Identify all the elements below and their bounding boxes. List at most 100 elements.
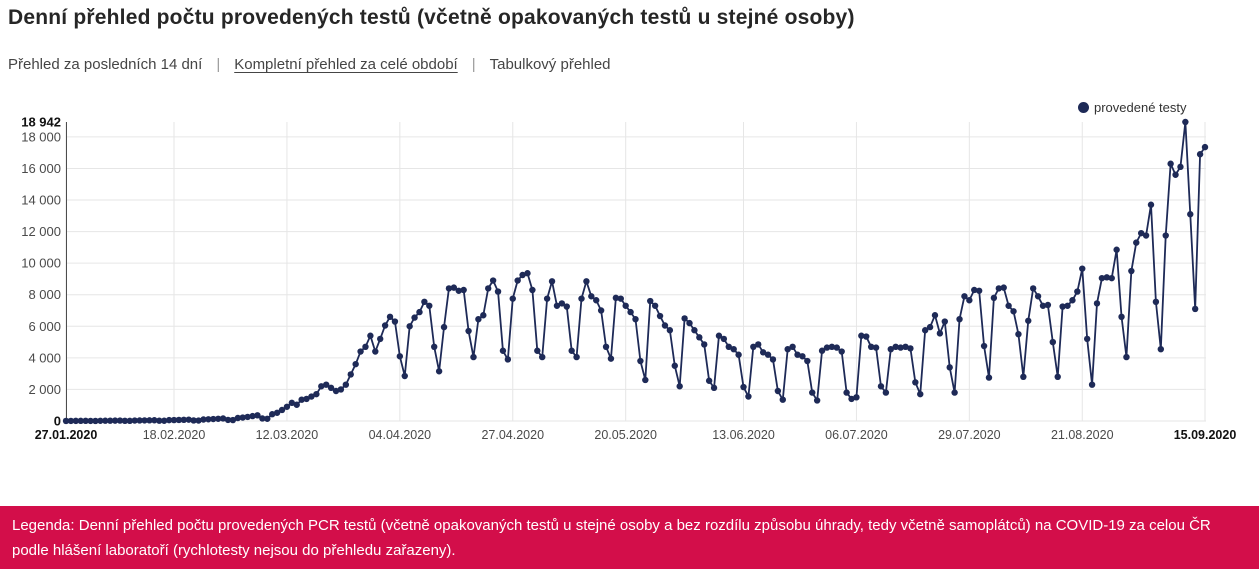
data-point[interactable] — [764, 351, 772, 358]
data-point[interactable] — [710, 384, 718, 392]
data-point[interactable] — [1118, 313, 1125, 321]
data-point[interactable] — [951, 389, 958, 396]
data-point[interactable] — [1157, 345, 1165, 353]
data-point[interactable] — [298, 396, 305, 403]
data-point[interactable] — [612, 294, 620, 302]
data-point[interactable] — [931, 312, 939, 319]
data-point[interactable] — [1039, 302, 1047, 309]
data-point[interactable] — [946, 364, 953, 371]
data-point[interactable] — [97, 417, 104, 424]
data-point[interactable] — [386, 313, 394, 321]
data-point[interactable] — [435, 368, 443, 375]
data-point[interactable] — [1167, 160, 1174, 167]
data-point[interactable] — [784, 345, 791, 353]
data-point[interactable] — [377, 335, 384, 343]
data-point[interactable] — [548, 278, 556, 285]
data-point[interactable] — [745, 393, 752, 400]
data-point[interactable] — [1093, 300, 1101, 307]
data-point[interactable] — [863, 333, 870, 340]
data-point[interactable] — [224, 416, 232, 424]
data-point[interactable] — [308, 393, 315, 400]
data-point[interactable] — [485, 285, 492, 292]
data-point[interactable] — [730, 345, 737, 353]
data-point[interactable] — [1147, 201, 1155, 208]
data-point[interactable] — [1191, 305, 1199, 313]
data-point[interactable] — [553, 302, 561, 309]
data-point[interactable] — [475, 315, 482, 323]
data-point[interactable] — [367, 332, 374, 339]
data-point[interactable] — [725, 343, 732, 351]
data-point[interactable] — [151, 417, 158, 424]
data-point[interactable] — [126, 417, 134, 425]
data-point[interactable] — [62, 417, 70, 425]
data-point[interactable] — [156, 417, 163, 424]
data-point[interactable] — [254, 412, 261, 419]
data-point[interactable] — [774, 387, 782, 395]
data-point[interactable] — [622, 302, 629, 309]
data-point[interactable] — [323, 381, 330, 388]
data-point[interactable] — [268, 411, 276, 418]
data-point[interactable] — [818, 347, 826, 354]
data-point[interactable] — [813, 397, 821, 404]
data-point[interactable] — [1034, 293, 1042, 300]
data-point[interactable] — [715, 332, 723, 339]
data-point[interactable] — [701, 341, 708, 348]
data-point[interactable] — [926, 323, 934, 331]
data-point[interactable] — [170, 416, 178, 424]
nav-link-last-14-days[interactable]: Přehled za posledních 14 dní — [8, 56, 203, 73]
data-point[interactable] — [82, 417, 89, 425]
data-point[interactable] — [372, 348, 379, 355]
data-point[interactable] — [578, 295, 585, 302]
data-point[interactable] — [917, 390, 924, 398]
data-point[interactable] — [524, 270, 531, 277]
data-point[interactable] — [421, 298, 428, 306]
data-point[interactable] — [671, 362, 678, 369]
data-point[interactable] — [1103, 274, 1111, 281]
data-point[interactable] — [116, 417, 124, 424]
data-point[interactable] — [892, 343, 899, 351]
data-point[interactable] — [912, 379, 919, 386]
data-point[interactable] — [647, 297, 654, 305]
data-point[interactable] — [190, 417, 197, 424]
data-point[interactable] — [480, 312, 487, 319]
data-point[interactable] — [259, 415, 266, 422]
data-point[interactable] — [828, 343, 836, 351]
data-point[interactable] — [1108, 274, 1115, 282]
data-point[interactable] — [278, 406, 286, 414]
data-point[interactable] — [1123, 353, 1130, 361]
data-point[interactable] — [705, 377, 713, 384]
data-point[interactable] — [539, 353, 546, 361]
data-point[interactable] — [102, 417, 109, 424]
data-point[interactable] — [273, 409, 281, 416]
data-point[interactable] — [396, 353, 404, 360]
data-point[interactable] — [1005, 302, 1012, 309]
data-point[interactable] — [975, 287, 983, 294]
data-point[interactable] — [1162, 232, 1169, 239]
data-point[interactable] — [720, 335, 728, 343]
data-point[interactable] — [431, 343, 438, 351]
data-point[interactable] — [877, 383, 885, 390]
data-point[interactable] — [293, 401, 300, 408]
data-point[interactable] — [1098, 274, 1106, 282]
data-point[interactable] — [185, 416, 192, 423]
data-point[interactable] — [440, 323, 448, 331]
data-point[interactable] — [489, 277, 497, 284]
data-point[interactable] — [985, 374, 993, 381]
data-point[interactable] — [1074, 288, 1081, 295]
nav-link-table-view[interactable]: Tabulkový přehled — [489, 56, 611, 73]
data-point[interactable] — [494, 288, 502, 295]
data-point[interactable] — [848, 395, 855, 403]
data-point[interactable] — [1054, 373, 1061, 381]
data-point[interactable] — [239, 414, 246, 421]
data-point[interactable] — [426, 302, 433, 309]
data-point[interactable] — [165, 416, 173, 424]
data-point[interactable] — [1010, 308, 1017, 315]
data-point[interactable] — [799, 353, 806, 360]
data-point[interactable] — [1088, 381, 1096, 388]
data-point[interactable] — [593, 297, 600, 304]
data-point[interactable] — [180, 416, 188, 424]
data-point[interactable] — [450, 284, 458, 291]
data-point[interactable] — [872, 344, 880, 351]
data-point[interactable] — [264, 415, 271, 422]
data-point[interactable] — [804, 357, 811, 365]
